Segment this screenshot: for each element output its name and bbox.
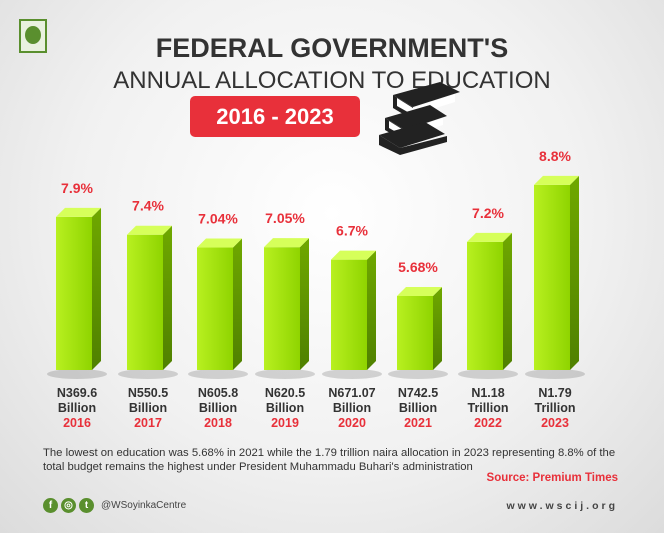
amount-label: N1.18 bbox=[471, 386, 504, 400]
value-label: 7.05% bbox=[265, 210, 305, 226]
bar-2016 bbox=[56, 216, 92, 370]
bar-top bbox=[397, 286, 442, 296]
year-label: 2018 bbox=[204, 416, 232, 430]
wscij-logo bbox=[19, 19, 47, 53]
amount-label: N671.07 bbox=[328, 386, 375, 400]
value-label: 7.2% bbox=[472, 205, 504, 221]
amount-label: N620.5 bbox=[265, 386, 305, 400]
year-label: 2021 bbox=[404, 416, 432, 430]
year-label: 2022 bbox=[474, 416, 502, 430]
bar-side bbox=[233, 238, 242, 370]
unit-label: Billion bbox=[266, 401, 304, 415]
bar-side bbox=[92, 207, 101, 370]
source-label: Source: Premium Times bbox=[486, 472, 618, 484]
bar-shadow bbox=[525, 369, 585, 379]
unit-label: Billion bbox=[129, 401, 167, 415]
unit-label: Trillion bbox=[468, 401, 509, 415]
value-label: 6.7% bbox=[336, 223, 368, 239]
bar-top bbox=[534, 175, 579, 185]
instagram-icon[interactable]: ◎ bbox=[61, 498, 76, 513]
amount-label: N1.79 bbox=[538, 386, 571, 400]
website-link[interactable]: www.wscij.org bbox=[506, 500, 618, 512]
bar-shadow bbox=[322, 369, 382, 379]
value-label: 8.8% bbox=[539, 148, 571, 164]
bar-side bbox=[163, 225, 172, 370]
bar-side bbox=[570, 175, 579, 370]
value-label: 5.68% bbox=[398, 259, 438, 275]
bar-2018 bbox=[197, 247, 233, 370]
bar-side bbox=[503, 232, 512, 370]
year-label: 2016 bbox=[63, 416, 91, 430]
bar-shadow bbox=[388, 369, 448, 379]
bar-shadow bbox=[47, 369, 107, 379]
social-handle[interactable]: @WSoyinkaCentre bbox=[101, 500, 187, 511]
bar-top bbox=[56, 207, 101, 217]
bar-shadow bbox=[118, 369, 178, 379]
bar-2020 bbox=[331, 259, 367, 370]
bar-side bbox=[433, 286, 442, 370]
amount-label: N550.5 bbox=[128, 386, 168, 400]
footnote: The lowest on education was 5.68% in 202… bbox=[43, 447, 616, 473]
books-icon bbox=[379, 82, 460, 155]
social-links: f ◎ t @WSoyinkaCentre bbox=[43, 498, 186, 513]
bar-top bbox=[467, 232, 512, 242]
bar-shadow bbox=[188, 369, 248, 379]
bar-top bbox=[264, 238, 309, 248]
bar-2017 bbox=[127, 234, 163, 370]
bar-2022 bbox=[467, 241, 503, 370]
unit-label: Billion bbox=[199, 401, 237, 415]
bar-top bbox=[127, 225, 172, 235]
unit-label: Billion bbox=[333, 401, 371, 415]
bar-side bbox=[300, 238, 309, 370]
page-title: FEDERAL GOVERNMENT'S bbox=[155, 33, 509, 63]
facebook-icon[interactable]: f bbox=[43, 498, 58, 513]
bar-top bbox=[331, 250, 376, 260]
year-label: 2023 bbox=[541, 416, 569, 430]
year-label: 2017 bbox=[134, 416, 162, 430]
bar-chart: 7.9%N369.6Billion20167.4%N550.5Billion20… bbox=[47, 148, 585, 430]
value-label: 7.04% bbox=[198, 211, 238, 227]
amount-label: N742.5 bbox=[398, 386, 438, 400]
bar-2021 bbox=[397, 295, 433, 370]
amount-label: N605.8 bbox=[198, 386, 238, 400]
amount-label: N369.6 bbox=[57, 386, 97, 400]
bar-2019 bbox=[264, 247, 300, 370]
year-label: 2020 bbox=[338, 416, 366, 430]
bar-shadow bbox=[255, 369, 315, 379]
bar-shadow bbox=[458, 369, 518, 379]
bar-side bbox=[367, 250, 376, 370]
value-label: 7.9% bbox=[61, 180, 93, 196]
unit-label: Billion bbox=[399, 401, 437, 415]
year-label: 2019 bbox=[271, 416, 299, 430]
value-label: 7.4% bbox=[132, 198, 164, 214]
twitter-icon[interactable]: t bbox=[79, 498, 94, 513]
page-subtitle: ANNUAL ALLOCATION TO EDUCATION bbox=[113, 67, 551, 94]
bar-top bbox=[197, 238, 242, 248]
bar-2023 bbox=[534, 184, 570, 370]
year-range-badge: 2016 - 2023 bbox=[190, 96, 360, 137]
unit-label: Trillion bbox=[535, 401, 576, 415]
unit-label: Billion bbox=[58, 401, 96, 415]
